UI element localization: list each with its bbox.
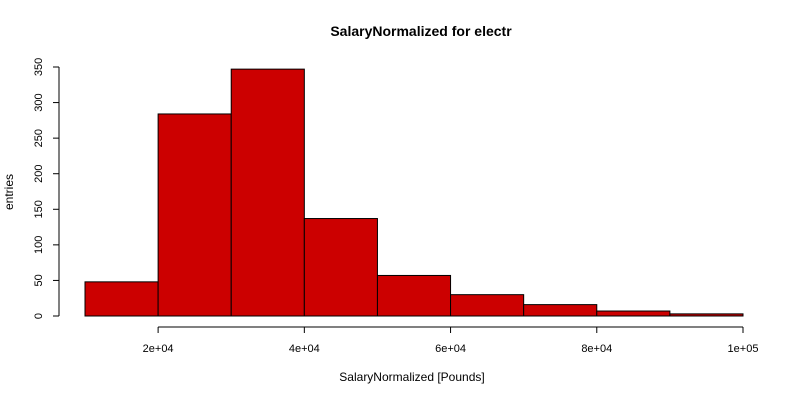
y-tick-label: 0 [33, 313, 45, 319]
histogram-bar [376, 274, 452, 317]
y-tick-label: 150 [33, 200, 45, 218]
histogram-bar [596, 310, 671, 317]
bars-group [84, 68, 744, 317]
histogram-bar [669, 313, 744, 317]
histogram-bar [157, 113, 232, 317]
x-axis: 2e+04 4e+04 6e+04 8e+04 1e+05 [143, 326, 759, 355]
y-tick-label: 200 [33, 165, 45, 183]
histogram-bar [523, 304, 598, 317]
x-axis-label: SalaryNormalized [Pounds] [339, 370, 484, 384]
x-tick-label: 4e+04 [289, 343, 320, 355]
y-tick-label: 50 [33, 274, 45, 286]
y-tick-label: 250 [33, 129, 45, 147]
y-axis: 0 50 100 150 200 250 300 350 [33, 58, 60, 319]
x-tick-label: 1e+05 [728, 343, 759, 355]
histogram-bar [303, 218, 378, 317]
x-tick-label: 2e+04 [143, 343, 174, 355]
histogram-bar [450, 294, 525, 317]
y-axis-label: entries [2, 174, 16, 210]
histogram-bar [230, 68, 305, 317]
histogram-bar [84, 281, 159, 317]
x-tick-label: 6e+04 [435, 343, 466, 355]
x-tick-label: 8e+04 [581, 343, 612, 355]
y-tick-label: 350 [33, 58, 45, 76]
chart-title: SalaryNormalized for electr [330, 23, 512, 39]
y-tick-label: 300 [33, 93, 45, 111]
y-tick-label: 100 [33, 236, 45, 254]
